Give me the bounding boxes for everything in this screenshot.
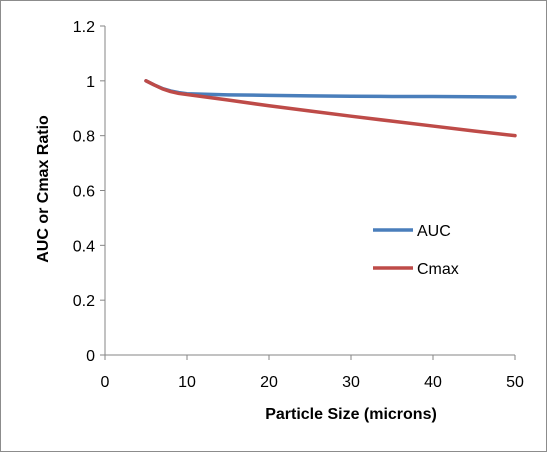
x-tick-label: 50	[506, 374, 524, 391]
y-tick-label: 0.4	[73, 238, 95, 255]
y-tick-label: 0.2	[73, 293, 95, 310]
y-tick-label: 1.2	[73, 19, 95, 36]
y-tick-label: 0	[86, 348, 95, 365]
x-tick-label: 20	[260, 374, 278, 391]
x-tick-label: 10	[178, 374, 196, 391]
series-layer	[144, 79, 517, 138]
y-tick-label: 1	[86, 74, 95, 91]
y-axis: 0 0.2 0.4 0.6 0.8 1 1.2	[73, 19, 106, 365]
series-line-cmax	[144, 79, 517, 138]
x-tick-label: 40	[424, 374, 442, 391]
x-axis-title: Particle Size (microns)	[265, 406, 437, 423]
legend: AUC Cmax	[373, 223, 459, 278]
y-tick-label: 0.8	[73, 129, 95, 146]
legend-label-auc: AUC	[417, 223, 451, 240]
x-tick-label: 30	[342, 374, 360, 391]
x-tick-label: 0	[101, 374, 110, 391]
legend-label-cmax: Cmax	[417, 261, 459, 278]
y-axis-title: AUC or Cmax Ratio	[35, 115, 52, 263]
y-tick-label: 0.6	[73, 184, 95, 201]
series-line-auc	[144, 79, 517, 99]
x-axis: 0 10 20 30 40 50	[101, 354, 524, 391]
